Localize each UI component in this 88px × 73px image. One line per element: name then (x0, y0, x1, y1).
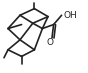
Text: O: O (47, 38, 54, 48)
Text: OH: OH (63, 11, 77, 20)
